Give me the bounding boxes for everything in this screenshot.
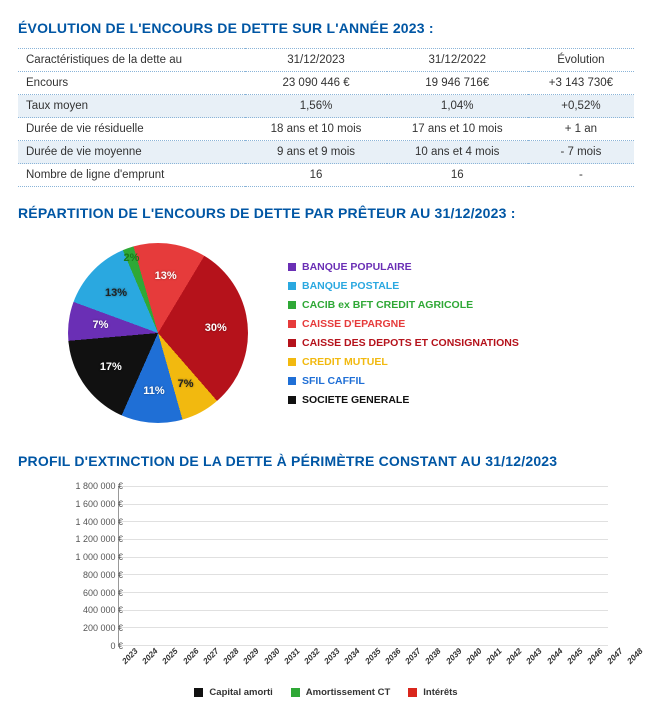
debt-table-header: 31/12/2023 bbox=[245, 49, 386, 72]
y-axis-tick: 1 000 000 € bbox=[75, 552, 123, 562]
y-axis-tick: 600 000 € bbox=[83, 588, 123, 598]
legend-label: BANQUE POSTALE bbox=[302, 280, 399, 292]
debt-table-cell: Durée de vie résiduelle bbox=[18, 118, 245, 141]
legend-item: CAISSE D'EPARGNE bbox=[288, 318, 519, 330]
y-axis-tick: 1 600 000 € bbox=[75, 499, 123, 509]
section2-title: RÉPARTITION DE L'ENCOURS DE DETTE PAR PR… bbox=[18, 205, 634, 221]
legend-label: CAISSE DES DEPOTS ET CONSIGNATIONS bbox=[302, 337, 519, 349]
debt-evolution-table: Caractéristiques de la dette au31/12/202… bbox=[18, 48, 634, 187]
debt-table-cell: 10 ans et 4 mois bbox=[387, 141, 528, 164]
pie-slice-label: 17% bbox=[100, 361, 122, 373]
pie-slice-label: 2% bbox=[123, 252, 139, 264]
pie-slice-label: 30% bbox=[205, 322, 227, 334]
legend-swatch bbox=[291, 688, 300, 697]
debt-table-cell: 17 ans et 10 mois bbox=[387, 118, 528, 141]
legend-label: SFIL CAFFIL bbox=[302, 375, 365, 387]
debt-table-cell: 1,04% bbox=[387, 95, 528, 118]
pie-slice-label: 7% bbox=[93, 319, 109, 331]
bar-chart-legend: Capital amorti Amortissement CT Intérêts bbox=[18, 687, 634, 698]
legend-label: CAISSE D'EPARGNE bbox=[302, 318, 405, 330]
y-axis-tick: 200 000 € bbox=[83, 623, 123, 633]
legend-swatch bbox=[288, 396, 296, 404]
debt-table-cell: 9 ans et 9 mois bbox=[245, 141, 386, 164]
debt-table-cell: 18 ans et 10 mois bbox=[245, 118, 386, 141]
y-axis-tick: 400 000 € bbox=[83, 605, 123, 615]
legend-label: BANQUE POPULAIRE bbox=[302, 261, 412, 273]
legend-item: SFIL CAFFIL bbox=[288, 375, 519, 387]
debt-table-cell: +0,52% bbox=[528, 95, 634, 118]
legend-item: BANQUE POPULAIRE bbox=[288, 261, 519, 273]
pie-slice-label: 13% bbox=[105, 287, 127, 299]
debt-table-cell: - 7 mois bbox=[528, 141, 634, 164]
extinction-bar-chart: 0 €200 000 €400 000 €600 000 €800 000 €1… bbox=[58, 481, 618, 681]
debt-table-cell: Durée de vie moyenne bbox=[18, 141, 245, 164]
legend-swatch bbox=[288, 263, 296, 271]
legend-swatch bbox=[408, 688, 417, 697]
legend-label: Capital amorti bbox=[209, 687, 272, 698]
legend-item: CACIB ex BFT CREDIT AGRICOLE bbox=[288, 299, 519, 311]
legend-item: BANQUE POSTALE bbox=[288, 280, 519, 292]
legend-label: SOCIETE GENERALE bbox=[302, 394, 409, 406]
legend-swatch bbox=[288, 339, 296, 347]
debt-table-cell: 1,56% bbox=[245, 95, 386, 118]
legend-label: Intérêts bbox=[423, 687, 457, 698]
section3-title: PROFIL D'EXTINCTION DE LA DETTE À PÉRIMÈ… bbox=[18, 453, 634, 469]
y-axis-tick: 1 200 000 € bbox=[75, 534, 123, 544]
legend-swatch bbox=[194, 688, 203, 697]
y-axis-tick: 1 800 000 € bbox=[75, 481, 123, 491]
debt-table-cell: Taux moyen bbox=[18, 95, 245, 118]
debt-table-cell: 19 946 716€ bbox=[387, 72, 528, 95]
debt-table-header: 31/12/2022 bbox=[387, 49, 528, 72]
legend-label: CREDIT MUTUEL bbox=[302, 356, 388, 368]
bar-legend-item: Amortissement CT bbox=[291, 687, 390, 698]
debt-table-header: Évolution bbox=[528, 49, 634, 72]
legend-swatch bbox=[288, 320, 296, 328]
debt-table-cell: 16 bbox=[245, 164, 386, 187]
legend-item: SOCIETE GENERALE bbox=[288, 394, 519, 406]
debt-table-cell: Nombre de ligne d'emprunt bbox=[18, 164, 245, 187]
legend-swatch bbox=[288, 358, 296, 366]
pie-slice-label: 7% bbox=[178, 378, 194, 390]
lender-legend: BANQUE POPULAIRE BANQUE POSTALE CACIB ex B… bbox=[288, 261, 519, 406]
pie-slice-label: 13% bbox=[155, 270, 177, 282]
debt-table-cell: 23 090 446 € bbox=[245, 72, 386, 95]
legend-label: CACIB ex BFT CREDIT AGRICOLE bbox=[302, 299, 473, 311]
legend-swatch bbox=[288, 282, 296, 290]
pie-slice-label: 11% bbox=[143, 385, 164, 397]
debt-table-header: Caractéristiques de la dette au bbox=[18, 49, 245, 72]
legend-swatch bbox=[288, 377, 296, 385]
section1-title: ÉVOLUTION DE L'ENCOURS DE DETTE SUR L'AN… bbox=[18, 20, 634, 36]
bar-legend-item: Intérêts bbox=[408, 687, 457, 698]
y-axis-tick: 800 000 € bbox=[83, 570, 123, 580]
legend-item: CAISSE DES DEPOTS ET CONSIGNATIONS bbox=[288, 337, 519, 349]
legend-item: CREDIT MUTUEL bbox=[288, 356, 519, 368]
y-axis-tick: 1 400 000 € bbox=[75, 517, 123, 527]
debt-table-cell: 16 bbox=[387, 164, 528, 187]
debt-table-cell: + 1 an bbox=[528, 118, 634, 141]
lender-pie-chart: 7% 13% 13% 30% 7% 11% 17% 2% bbox=[58, 233, 258, 433]
legend-swatch bbox=[288, 301, 296, 309]
bar-legend-item: Capital amorti bbox=[194, 687, 272, 698]
debt-table-cell: +3 143 730€ bbox=[528, 72, 634, 95]
debt-table-cell: - bbox=[528, 164, 634, 187]
legend-label: Amortissement CT bbox=[306, 687, 390, 698]
debt-table-cell: Encours bbox=[18, 72, 245, 95]
